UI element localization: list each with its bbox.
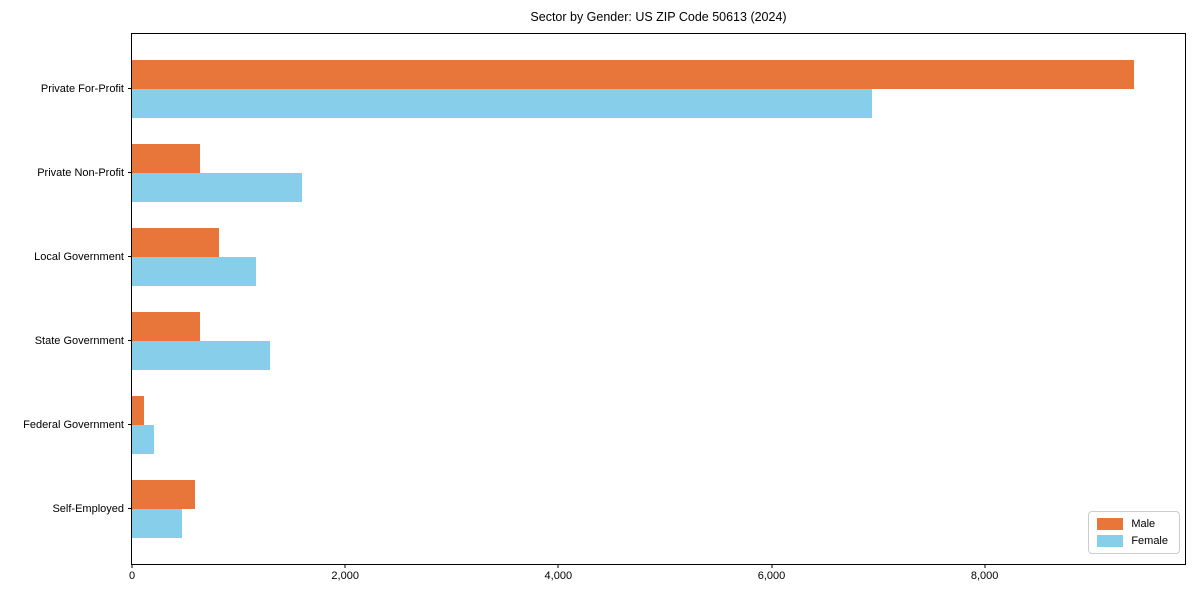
y-axis-tick xyxy=(128,424,132,425)
y-axis-label: Self-Employed xyxy=(52,502,124,515)
x-axis-tick xyxy=(344,564,346,568)
legend: Male Female xyxy=(1088,511,1180,554)
y-axis-tick xyxy=(128,508,132,509)
x-axis-label: 0 xyxy=(128,570,136,582)
x-axis-tick xyxy=(984,564,986,568)
plot-area: Male Female Private For-Profit Private No… xyxy=(23,33,1186,582)
x-axis-label: 2,000 xyxy=(331,570,359,582)
x-axis-label: 8,000 xyxy=(970,570,999,582)
y-axis-label: Federal Government xyxy=(23,418,124,431)
x-axis-label: 4,000 xyxy=(544,570,573,582)
y-axis-label: Local Government xyxy=(34,250,124,263)
bar-female-3 xyxy=(132,256,256,286)
legend-item-female: Female xyxy=(1097,535,1168,547)
y-axis-tick xyxy=(128,172,132,173)
bar-male-4 xyxy=(132,311,201,341)
bar-male-1 xyxy=(132,59,1134,89)
legend-swatch-male xyxy=(1097,518,1124,530)
bar-female-6 xyxy=(132,508,183,538)
legend-swatch-female xyxy=(1097,535,1124,547)
bar-female-2 xyxy=(132,172,302,202)
y-axis-label: Private Non-Profit xyxy=(37,166,124,179)
x-axis-tick xyxy=(131,564,133,568)
bar-male-5 xyxy=(132,395,144,425)
bar-male-6 xyxy=(132,479,195,509)
bar-male-3 xyxy=(132,227,219,257)
legend-item-male: Male xyxy=(1097,518,1168,530)
x-axis-tick xyxy=(771,564,772,568)
x-axis-label: 6,000 xyxy=(757,570,786,582)
bar-female-1 xyxy=(132,88,872,118)
y-axis-tick xyxy=(128,340,132,341)
bar-female-5 xyxy=(132,424,154,454)
x-axis-tick xyxy=(557,564,559,568)
y-axis-label: State Government xyxy=(34,334,124,347)
y-axis-label: Private For-Profit xyxy=(40,82,124,95)
legend-label-male: Male xyxy=(1131,518,1156,530)
bar-female-4 xyxy=(132,340,270,370)
y-axis-tick xyxy=(128,256,132,257)
legend-label-female: Female xyxy=(1131,535,1168,547)
bar-male-2 xyxy=(132,143,201,173)
chart-title: Sector by Gender: US ZIP Code 50613 (202… xyxy=(530,10,787,24)
y-axis-tick xyxy=(128,88,132,89)
